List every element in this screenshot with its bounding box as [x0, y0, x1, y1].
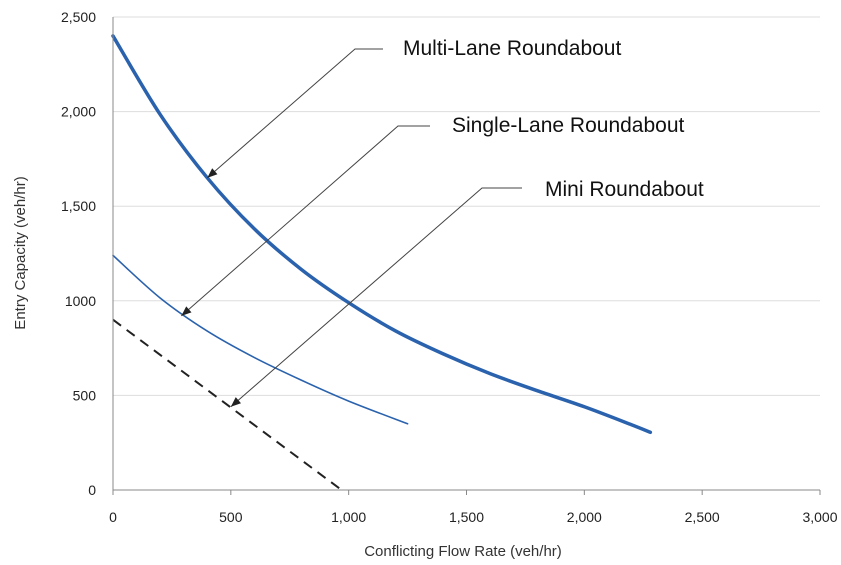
x-tick-label: 2,000: [567, 509, 602, 525]
x-tick-label: 0: [109, 509, 117, 525]
annotation-label: Mini Roundabout: [545, 178, 704, 201]
x-tick-label: 1,500: [449, 509, 484, 525]
x-tick-label: 500: [219, 509, 243, 525]
x-tick-label: 2,500: [685, 509, 720, 525]
annotation-arrowhead: [230, 397, 242, 407]
annotation-label: Single-Lane Roundabout: [452, 114, 685, 137]
annotations: Multi-Lane Roundabout Single-Lane Roundab…: [181, 37, 704, 408]
series-line-3: [112, 318, 343, 491]
annotation-arrowhead: [207, 168, 218, 178]
y-tick-label: 2,500: [61, 9, 96, 25]
x-tick-label: 1,000: [331, 509, 366, 525]
annotation-leader: [230, 187, 522, 408]
y-tick-label: 500: [73, 387, 97, 403]
annotation-leader: [181, 125, 430, 317]
x-tick-label: 3,000: [802, 509, 837, 525]
y-tick-label: 0: [88, 482, 96, 498]
annotation-leader: [206, 48, 383, 179]
y-tick-label: 1,500: [61, 198, 96, 214]
y-tick-label: 2,000: [61, 104, 96, 120]
annotation-label: Multi-Lane Roundabout: [403, 37, 621, 60]
x-axis-title: Conflicting Flow Rate (veh/hr): [364, 543, 562, 560]
tick-labels: 0 500 1000 1,500 2,000 2,500 0 500 1,000 1,500 2,0…: [61, 9, 838, 525]
annotation-arrowhead: [181, 306, 192, 316]
series-line-2: [112, 254, 409, 425]
series-group: [111, 34, 653, 491]
y-tick-label: 1000: [65, 293, 96, 309]
y-axis-title: Entry Capacity (veh/hr): [12, 176, 29, 329]
series-line-1: [111, 34, 653, 435]
axes: [112, 17, 821, 495]
